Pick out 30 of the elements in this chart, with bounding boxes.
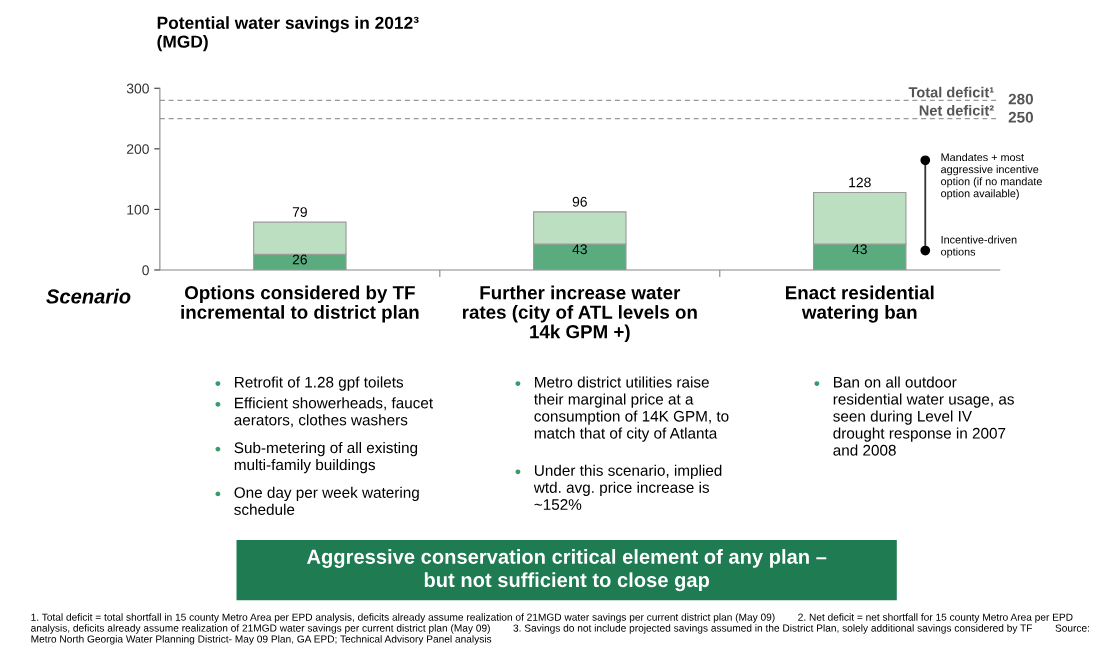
text: 280 — [1008, 93, 1033, 105]
data-label: 43 — [572, 244, 587, 255]
text: Aggressive conservation critical element of any plan – but not sufficient to close gap — [306, 549, 827, 592]
text: Ban on all outdoor residential water usage, as seen during Level IV drought response in 2007 and 2008 — [833, 376, 1014, 456]
data-label: 43 — [852, 244, 867, 255]
text: Retrofit of 1.28 gpf toilets — [235, 376, 404, 391]
ref-line-label: Net deficit² — [919, 104, 994, 116]
text: One day per week watering schedule — [234, 486, 419, 515]
text: Metro district utilities raise their marginal price at a consumption of 14K GPM, to match that of city of Atlanta — [534, 376, 729, 442]
y-tick-label: 0 — [142, 265, 149, 276]
annotation: Mandates + most aggressive incentive option (if no mandate option available) — [941, 153, 1042, 200]
annotation: Incentive-driven options — [941, 235, 1017, 258]
text: Efficient showerheads, faucet aerators, clothes washers — [234, 397, 433, 428]
ref-line-label: Total deficit¹ — [908, 86, 994, 98]
x-tick-label: Further increase water rates (city of ATL levels on 14k GPM +) — [462, 285, 697, 343]
y-tick-label: 300 — [126, 83, 149, 94]
total-label: 128 — [849, 177, 871, 188]
text: 1. Total deficit = total shortfall in 15 county Metro Area per EPD analysis, deficits already assume realization of 21MGD water savings per current district plan (May 09) 2. Net deficit = net shortfall for 15 county Metro Area per EPD analysis, deficits already assume realization of 21MGD water savings per current district plan (May 09) 3. Savings do not include projected savings assumed in the District Plan, solely additional savings considered by TF Source: Metro North Georgia Water Planning District- May 09 Plan, GA EPD; Technical Advisory Panel analysis — [31, 613, 1089, 645]
text: Scenario — [46, 288, 131, 304]
text: Under this scenario, implied wtd. avg. price increase is ~152% — [533, 464, 722, 510]
text: 250 — [1008, 111, 1033, 123]
x-tick-label: Enact residential watering ban — [785, 285, 934, 323]
y-tick-label: 100 — [127, 204, 149, 215]
total-label: 79 — [292, 207, 307, 217]
total-label: 96 — [572, 196, 587, 207]
chart-title: Potential water savings in 2012³ (MGD) — [157, 16, 419, 52]
x-tick-label: Options considered by TF incremental to district plan — [181, 285, 419, 323]
data-label: 26 — [292, 254, 307, 265]
y-tick-label: 200 — [126, 144, 149, 155]
text: Sub-metering of all existing multi-family buildings — [234, 441, 418, 474]
